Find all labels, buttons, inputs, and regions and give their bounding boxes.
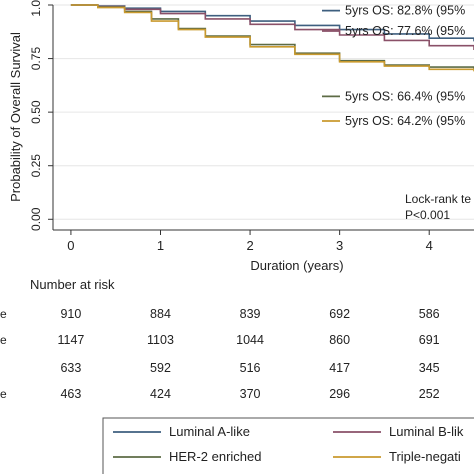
- risk-cell: 345: [419, 361, 440, 375]
- y-tick-label: 0.00: [29, 207, 43, 231]
- risk-cell: 839: [240, 307, 261, 321]
- legend-label: Triple-negati: [389, 449, 461, 464]
- risk-cell: 252: [419, 387, 440, 401]
- x-tick-label: 2: [246, 238, 253, 253]
- risk-row-label: e: [0, 307, 7, 321]
- risk-cell: 1044: [236, 333, 264, 347]
- logrank-pvalue: P<0.001: [405, 208, 450, 222]
- risk-cell: 296: [329, 387, 350, 401]
- risk-table: Number at risk e 910 884 839 692 586 e 1147 1103…: [0, 277, 440, 401]
- risk-cell: 691: [419, 333, 440, 347]
- risk-row-label: e: [0, 333, 7, 347]
- legend-label: Luminal A-like: [169, 424, 250, 439]
- risk-cell: 910: [60, 307, 81, 321]
- risk-cell: 884: [150, 307, 171, 321]
- legend-label: HER-2 enriched: [169, 449, 262, 464]
- risk-cell: 860: [329, 333, 350, 347]
- annotation-label: 5yrs OS: 64.2% (95%: [345, 114, 465, 128]
- x-tick-label: 1: [157, 238, 164, 253]
- risk-table-title: Number at risk: [30, 277, 115, 292]
- y-axis-title: Probability of Overall Survival: [8, 32, 23, 202]
- annotation-label: 5yrs OS: 66.4% (95%: [345, 89, 465, 103]
- legend-box: [102, 417, 474, 474]
- x-ticks: 0 1 2 3 4: [67, 230, 433, 253]
- annotation-label: 5yrs OS: 77.6% (95%: [345, 24, 465, 38]
- y-tick-label: 0.25: [29, 154, 43, 178]
- x-axis-title: Duration (years): [250, 258, 343, 273]
- risk-cell: 417: [329, 361, 350, 375]
- series-line-triple-negative: [70, 4, 474, 72]
- legend: Luminal A-like Luminal B-lik HER-2 enriche…: [102, 417, 474, 474]
- five-year-os-annotations: 5yrs OS: 82.8% (95% 5yrs OS: 77.6% (95% 5y…: [322, 4, 465, 128]
- risk-cell: 424: [150, 387, 171, 401]
- y-tick-label: 0.50: [29, 100, 43, 124]
- risk-cell: 516: [240, 361, 261, 375]
- risk-cell: 1147: [57, 333, 84, 347]
- x-tick-label: 4: [426, 238, 433, 253]
- risk-row-label: e: [0, 387, 7, 401]
- risk-cell: 463: [60, 387, 81, 401]
- y-ticks: 0.00 0.25 0.50 0.75 1.00: [29, 0, 53, 231]
- y-tick-label: 0.75: [29, 47, 43, 71]
- annotation-label: 5yrs OS: 82.8% (95%: [345, 4, 465, 18]
- risk-cell: 592: [150, 361, 171, 375]
- y-tick-label: 1.00: [29, 0, 43, 17]
- x-tick-label: 0: [67, 238, 74, 253]
- plot-area: 0.00 0.25 0.50 0.75 1.00 0 1 2 3 4 5yrs OS: 82.8…: [29, 0, 474, 253]
- gridlines: [53, 4, 474, 220]
- risk-cell: 1103: [147, 333, 174, 347]
- risk-cell: 370: [240, 387, 261, 401]
- risk-table-rows: e 910 884 839 692 586 e 1147 1103 1044 860 691 633 59…: [0, 307, 440, 401]
- risk-cell: 633: [60, 361, 81, 375]
- x-tick-label: 3: [336, 238, 343, 253]
- series-lines: [70, 4, 474, 72]
- legend-items: Luminal A-like Luminal B-lik HER-2 enriche…: [113, 424, 464, 464]
- logrank-label: Lock-rank te: [405, 192, 471, 206]
- risk-cell: 586: [419, 307, 440, 321]
- risk-cell: 692: [329, 307, 350, 321]
- legend-label: Luminal B-lik: [389, 424, 464, 439]
